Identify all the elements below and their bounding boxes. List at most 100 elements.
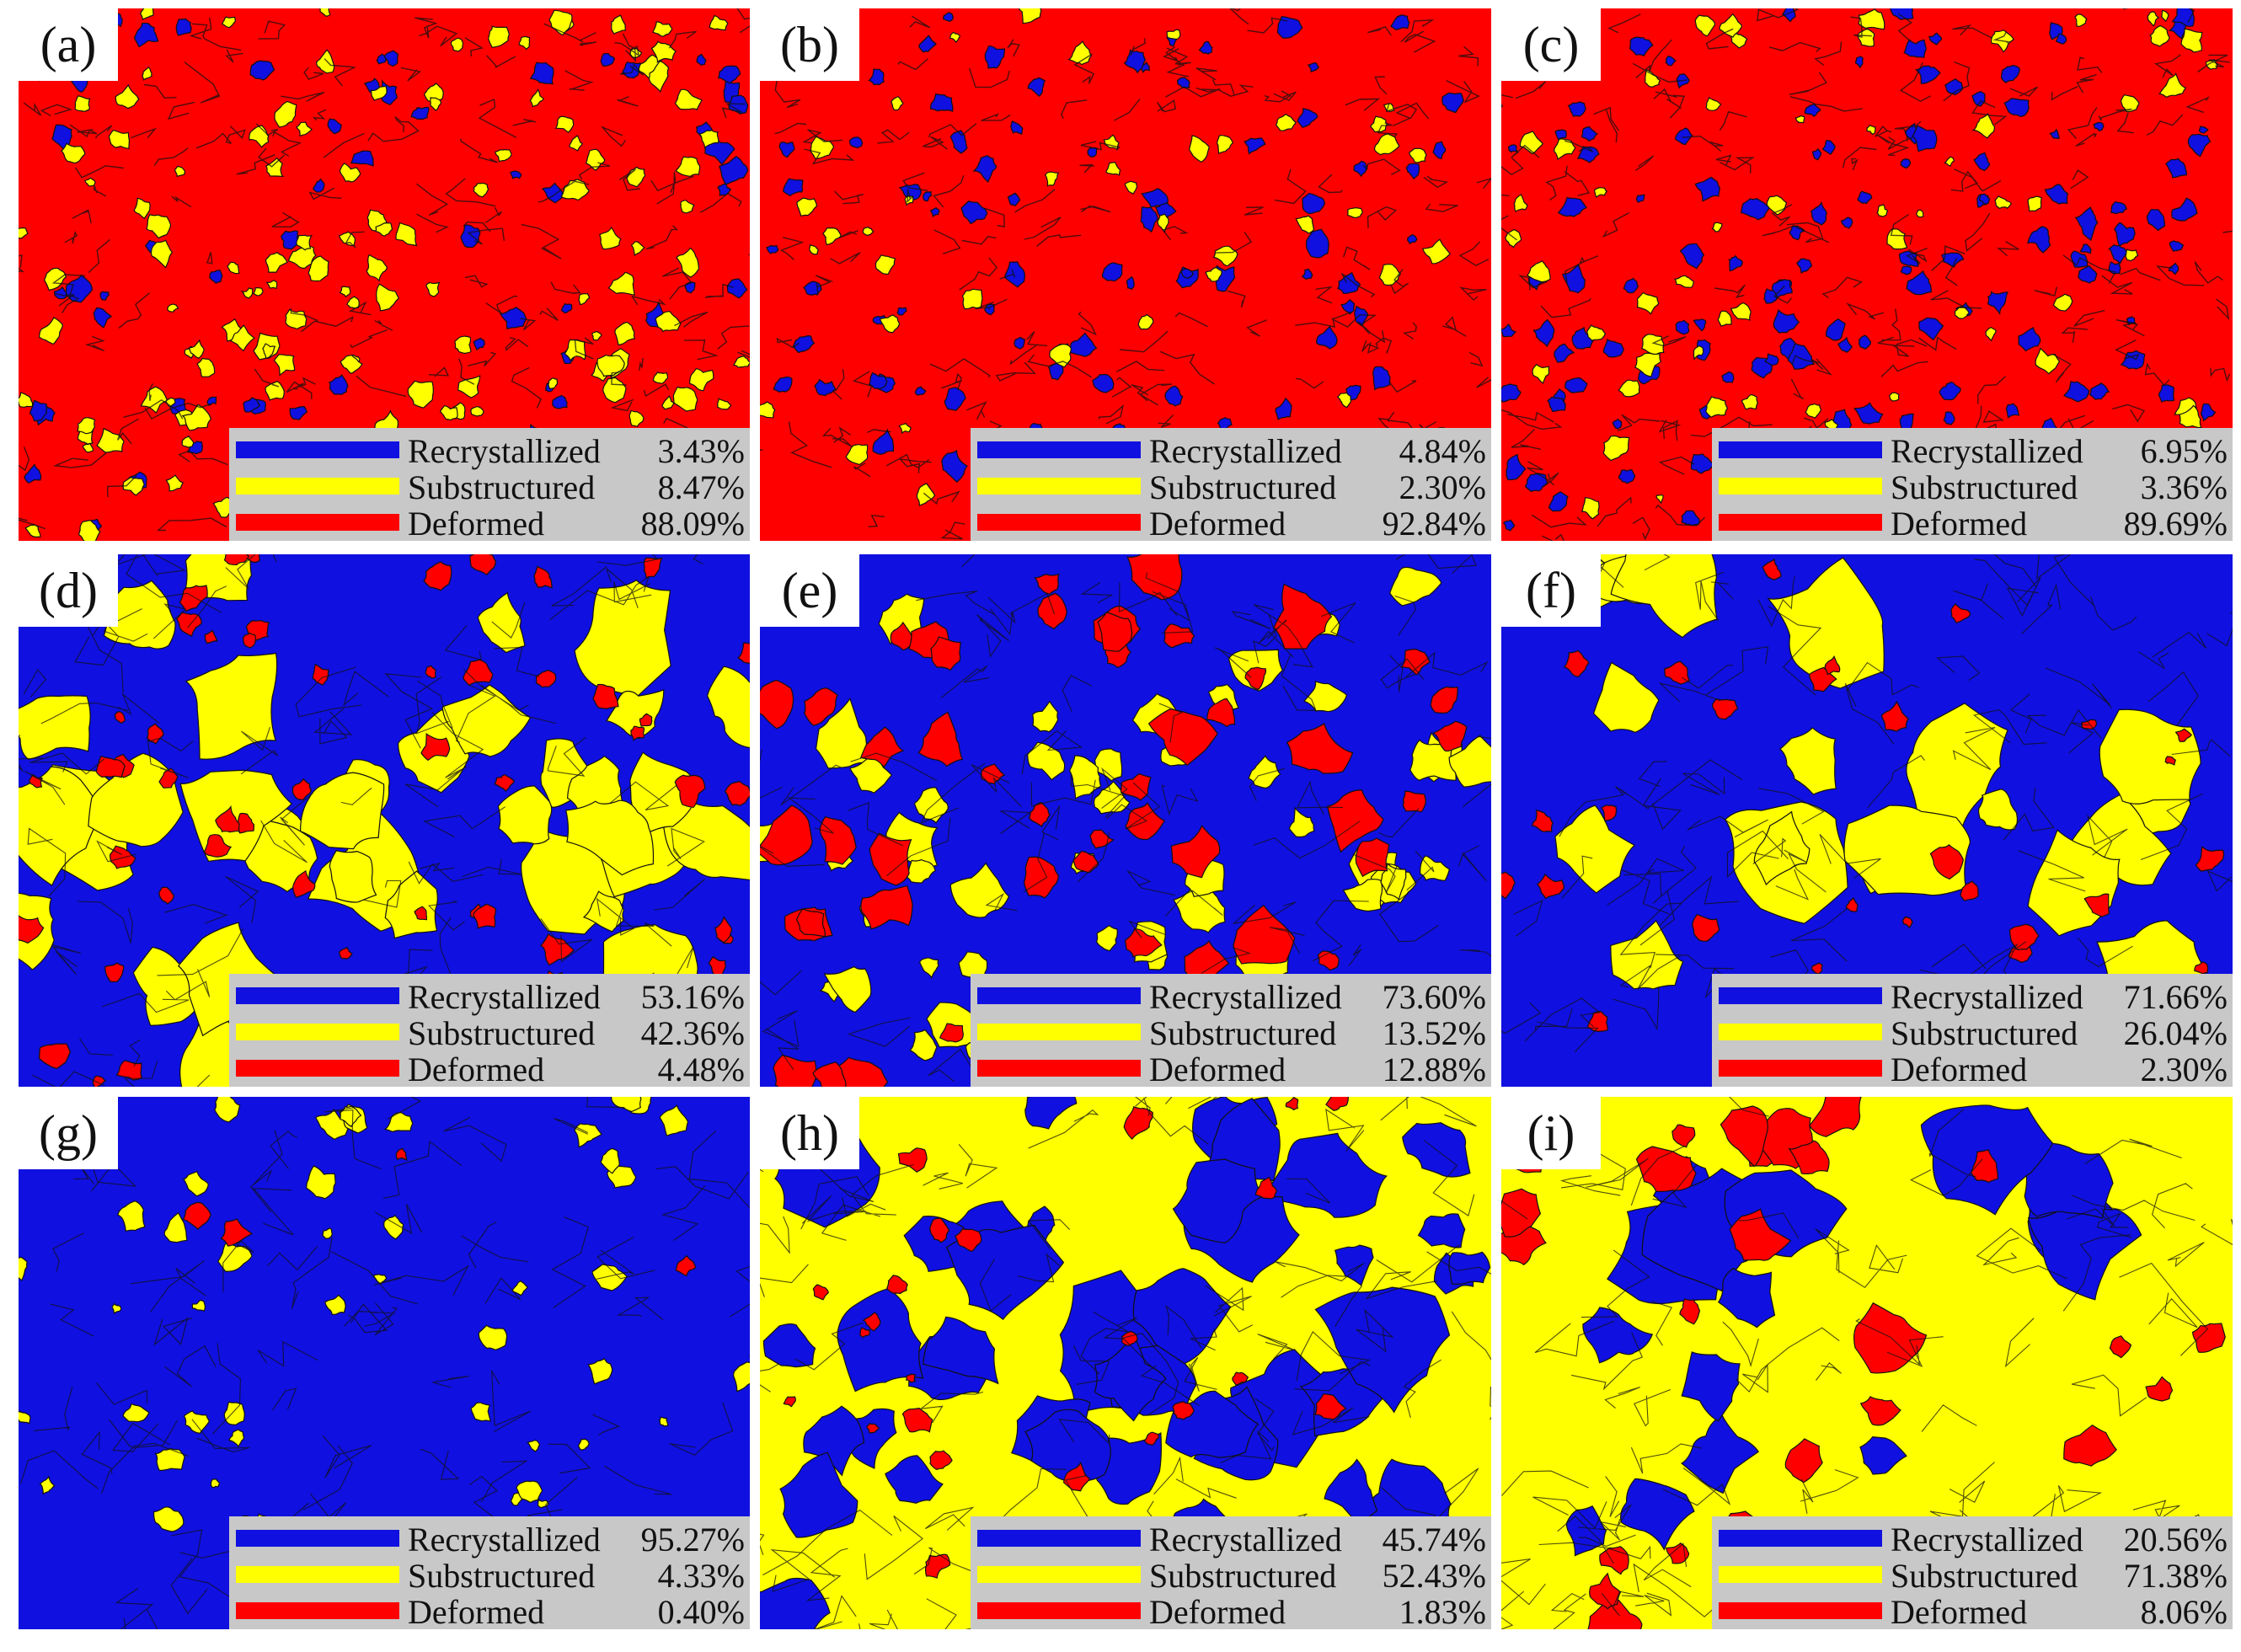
- grain-region: [1665, 1542, 1690, 1564]
- grain-region: [822, 227, 842, 246]
- grain-region: [167, 303, 179, 313]
- grain-region: [1137, 313, 1154, 330]
- grain-region: [450, 37, 464, 52]
- grain-region: [565, 799, 655, 876]
- legend-row-substructured: Substructured 2.30%: [971, 469, 1491, 506]
- legend-value: 20.56%: [2123, 1521, 2228, 1558]
- grain-region: [454, 335, 472, 355]
- grain-region: [1943, 411, 1955, 425]
- grain-region: [473, 182, 489, 198]
- grain-region: [1407, 233, 1418, 245]
- grain-region: [322, 1227, 333, 1239]
- grain-region: [2005, 403, 2019, 419]
- grain-region: [240, 287, 254, 299]
- grain-region: [1389, 566, 1442, 607]
- grain-region: [611, 14, 626, 35]
- grain-region: [1853, 402, 1884, 425]
- grain-region: [1618, 379, 1640, 398]
- grain-region: [510, 170, 522, 179]
- grain-region: [949, 862, 1010, 918]
- grain-region: [158, 767, 179, 789]
- grain-region: [38, 317, 64, 345]
- grain-region: [265, 380, 285, 401]
- grain-region: [1325, 1097, 1349, 1111]
- grain-region: [99, 291, 110, 301]
- grain-region: [1858, 8, 1885, 30]
- grain-region: [1172, 1401, 1195, 1420]
- grain-region: [804, 687, 839, 726]
- legend-label: Recrystallized: [1149, 978, 1342, 1016]
- grain-region: [1101, 262, 1123, 282]
- grain-region: [773, 1054, 817, 1087]
- grain-region: [773, 376, 793, 393]
- grain-region: [182, 1201, 211, 1230]
- grain-region: [901, 1407, 933, 1433]
- grain-region: [189, 339, 205, 359]
- grain-region: [1126, 554, 1183, 601]
- grain-region: [395, 222, 418, 247]
- grain-region: [2055, 33, 2067, 45]
- grain-region: [1232, 1371, 1249, 1386]
- grain-region: [1157, 213, 1169, 233]
- grain-region: [1858, 334, 1872, 350]
- grain-region: [2003, 98, 2030, 117]
- grain-region: [1448, 1251, 1491, 1285]
- grain-region: [2187, 133, 2212, 158]
- grain-region: [2179, 404, 2202, 429]
- legend-row-recrystallized: Recrystallized 4.84%: [971, 433, 1491, 470]
- grain-region: [495, 148, 512, 163]
- grain-region: [809, 244, 819, 255]
- grain-region: [1526, 260, 1551, 283]
- legend-row-deformed: Deformed 92.84%: [971, 505, 1491, 541]
- grain-region: [1369, 115, 1388, 133]
- grain-region: [614, 321, 636, 346]
- grain-region: [1843, 805, 1971, 896]
- legend-swatch-deformed: [236, 1060, 399, 1077]
- grain-region: [1729, 1208, 1792, 1261]
- ebsd-map-panel: (c) Recrystallized 6.95% Substructured 3.36%…: [1501, 8, 2233, 541]
- grain-region: [1681, 1414, 1760, 1494]
- grain-region: [19, 1410, 31, 1425]
- grain-region: [706, 666, 750, 749]
- grain-region: [1586, 324, 1607, 342]
- legend-swatch-deformed: [236, 514, 399, 531]
- grain-region: [732, 355, 750, 368]
- grain-region: [174, 165, 186, 178]
- legend-value: 1.83%: [1399, 1593, 1486, 1630]
- grain-region: [146, 213, 172, 239]
- grain-region: [1532, 363, 1550, 384]
- grain-region: [249, 60, 275, 81]
- grain-region: [1014, 336, 1026, 350]
- legend-label: Substructured: [1149, 468, 1337, 506]
- grain-region: [441, 684, 532, 757]
- grain-region: [2158, 72, 2187, 99]
- grain-region: [2049, 128, 2061, 139]
- grain-region: [1787, 342, 1816, 370]
- grain-region: [2052, 293, 2073, 312]
- legend-label: Recrystallized: [408, 1521, 601, 1558]
- grain-region: [230, 324, 255, 352]
- grain-region: [497, 785, 553, 845]
- grain-region: [1554, 138, 1576, 161]
- grain-region: [183, 1170, 209, 1197]
- grain-region: [1166, 29, 1181, 40]
- grain-region: [96, 428, 125, 453]
- grain-region: [724, 780, 750, 806]
- grain-region: [1441, 92, 1464, 114]
- grain-region: [1354, 305, 1369, 327]
- legend-swatch-recrystallized: [977, 1530, 1141, 1547]
- legend-row-deformed: Deformed 4.48%: [229, 1051, 750, 1087]
- grain-region: [874, 254, 896, 275]
- grain-region: [1928, 32, 1943, 45]
- legend-swatch-substructured: [236, 1566, 399, 1583]
- grain-region: [1580, 497, 1600, 520]
- grain-region: [139, 8, 154, 20]
- grain-region: [2168, 262, 2179, 275]
- grain-region: [1307, 61, 1320, 72]
- grain-region: [1536, 873, 1564, 900]
- grain-region: [1336, 392, 1352, 409]
- grain-region: [395, 1147, 408, 1161]
- grain-region: [1206, 698, 1236, 728]
- legend-swatch-deformed: [1719, 1602, 1882, 1619]
- grain-region: [960, 200, 988, 225]
